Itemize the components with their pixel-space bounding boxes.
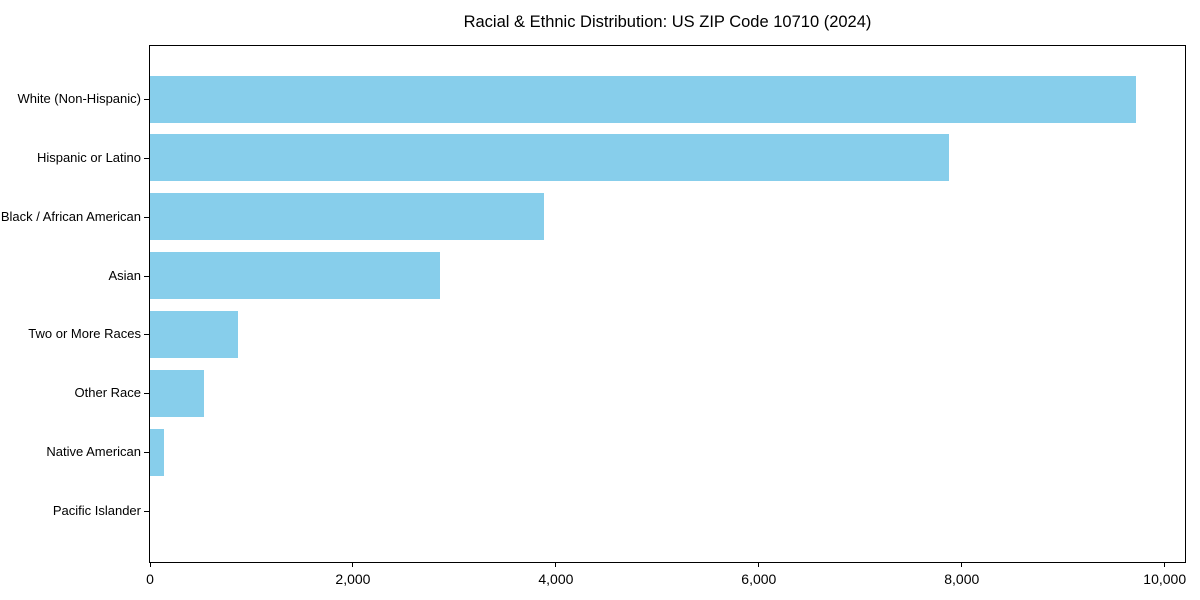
x-tick-mark: [149, 562, 151, 567]
x-tick-label-0: 0: [146, 571, 154, 587]
x-tick-mark: [352, 562, 354, 567]
y-tick-mark: [144, 393, 149, 395]
y-tick-mark: [144, 275, 149, 277]
x-tick-label-10000: 10,000: [1143, 571, 1187, 587]
x-tick-label-4000: 4,000: [538, 571, 574, 587]
y-tick-label-other-race: Other Race: [74, 385, 141, 401]
x-tick-mark: [555, 562, 557, 567]
y-tick-mark: [144, 334, 149, 336]
plot-area: White (Non-Hispanic) Hispanic or Latino Bl…: [1, 45, 1186, 587]
bar-two-or-more-races: [150, 310, 238, 358]
y-tick-mark: [144, 157, 149, 159]
y-tick-label-asian: Asian: [108, 267, 141, 283]
y-tick-label-two-or-more-races: Two or More Races: [28, 326, 141, 342]
bar-native-american: [150, 428, 165, 476]
x-tick-label-2000: 2,000: [335, 571, 371, 587]
bar-white-non-hispanic: [150, 75, 1136, 123]
x-tick-mark: [1164, 562, 1166, 567]
bar-hispanic-or-latino: [150, 134, 950, 182]
y-tick-label-black-african-american: Black / African American: [0, 208, 141, 224]
x-tick-mark: [758, 562, 760, 567]
x-tick-mark: [961, 562, 963, 567]
y-tick-label-white-non-hispanic: White (Non-Hispanic): [17, 91, 141, 106]
y-tick-mark: [144, 452, 149, 454]
y-tick-mark: [144, 511, 149, 512]
x-tick-label-6000: 6,000: [741, 571, 777, 587]
y-tick-mark: [144, 99, 149, 100]
chart-title: Racial & Ethnic Distribution: US ZIP Cod…: [463, 13, 872, 31]
bar-other-race: [150, 369, 204, 417]
y-tick-label-pacific-islander: Pacific Islander: [52, 503, 141, 518]
y-tick-mark: [144, 216, 149, 218]
y-tick-label-native-american: Native American: [46, 444, 141, 460]
y-tick-label-hispanic-or-latino: Hispanic or Latino: [36, 149, 141, 165]
bar-asian: [150, 252, 440, 300]
bar-black-african-american: [150, 193, 544, 241]
x-tick-label-8000: 8,000: [944, 571, 980, 587]
